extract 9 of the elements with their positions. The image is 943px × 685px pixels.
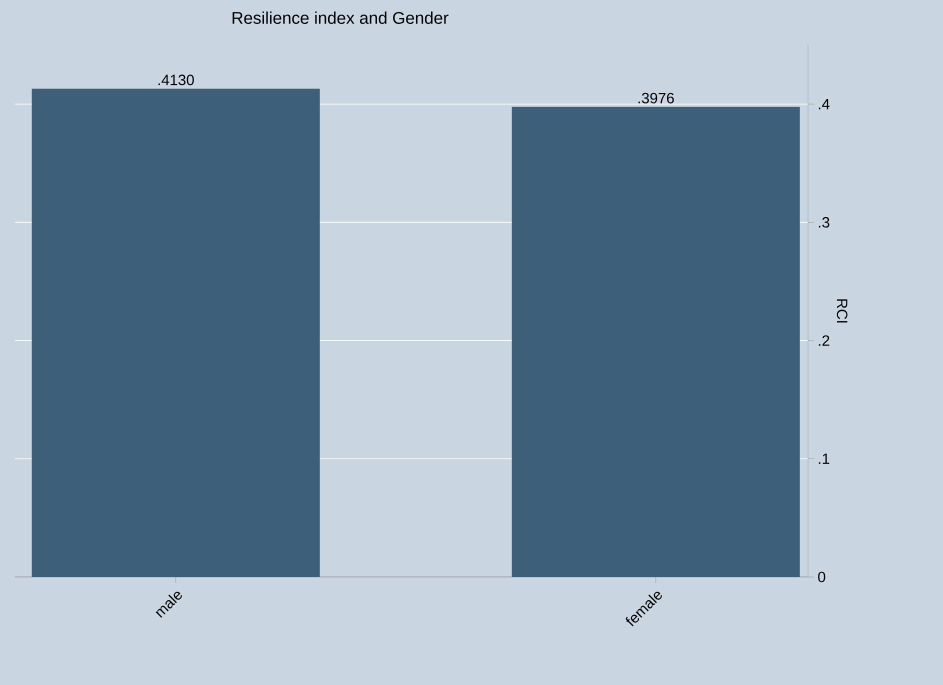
y-tick-label: .3 bbox=[818, 217, 830, 228]
y-tick-label: .1 bbox=[818, 454, 830, 464]
data-label: .3976 bbox=[638, 92, 674, 104]
y-tick-label: 0 bbox=[818, 572, 826, 582]
y-tick-label: .4 bbox=[818, 98, 830, 110]
chart-title: Resilience index and Gender bbox=[232, 12, 448, 24]
data-label: .4130 bbox=[158, 74, 194, 86]
y-axis-title: RCI bbox=[836, 299, 848, 322]
y-tick-label: .2 bbox=[818, 335, 830, 346]
